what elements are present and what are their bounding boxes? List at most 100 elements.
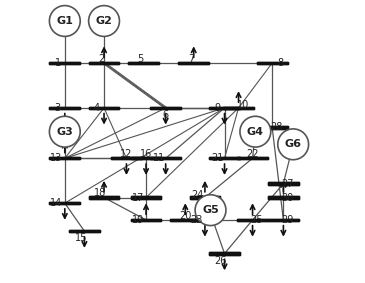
Bar <box>237 219 268 221</box>
Text: 17: 17 <box>131 192 144 203</box>
Text: 27: 27 <box>281 179 294 188</box>
Bar <box>89 196 119 199</box>
Bar <box>150 157 181 159</box>
Bar <box>150 107 181 109</box>
Text: 15: 15 <box>76 233 88 243</box>
Bar <box>131 157 161 159</box>
Bar <box>189 196 220 199</box>
Bar <box>237 219 268 221</box>
Bar <box>89 107 119 109</box>
Bar <box>131 196 161 199</box>
Bar <box>49 202 80 204</box>
Text: 24: 24 <box>192 190 204 200</box>
Bar <box>89 62 119 64</box>
Bar <box>49 107 80 109</box>
Bar <box>268 219 299 221</box>
Circle shape <box>49 6 80 37</box>
Bar <box>209 252 240 255</box>
Text: 29: 29 <box>281 215 294 225</box>
Text: G1: G1 <box>56 16 73 26</box>
Bar <box>268 196 299 199</box>
Text: 20: 20 <box>179 211 192 221</box>
Bar <box>237 157 268 159</box>
Bar <box>268 219 299 221</box>
Bar <box>268 183 299 185</box>
Bar <box>209 107 240 109</box>
Bar <box>189 219 220 221</box>
Text: 9: 9 <box>215 103 220 113</box>
Bar <box>128 62 159 64</box>
Text: 25: 25 <box>250 215 263 225</box>
Bar <box>49 202 80 204</box>
Text: 23: 23 <box>190 215 203 225</box>
Bar <box>257 127 288 128</box>
Text: G5: G5 <box>202 205 219 215</box>
Bar <box>89 107 119 109</box>
Bar <box>49 62 80 64</box>
Bar <box>223 107 254 109</box>
Bar <box>268 196 299 199</box>
Text: 3: 3 <box>55 103 61 113</box>
Bar <box>131 219 161 221</box>
Text: 6: 6 <box>163 110 169 120</box>
Text: G4: G4 <box>247 127 264 137</box>
Bar <box>268 183 299 185</box>
Text: 4: 4 <box>94 103 100 113</box>
Text: 26: 26 <box>214 256 227 265</box>
Bar <box>209 107 240 109</box>
Bar <box>89 196 119 199</box>
Bar <box>209 252 240 255</box>
Bar <box>170 219 201 221</box>
Bar <box>237 157 268 159</box>
Text: G3: G3 <box>57 127 73 137</box>
Circle shape <box>195 195 226 226</box>
Circle shape <box>89 6 119 37</box>
Bar <box>111 157 142 159</box>
Text: 5: 5 <box>137 54 143 64</box>
Bar <box>89 62 119 64</box>
Text: 13: 13 <box>50 153 62 163</box>
Text: 11: 11 <box>153 153 165 163</box>
Bar <box>131 196 161 199</box>
Text: 8: 8 <box>277 58 284 68</box>
Text: 1: 1 <box>55 58 61 68</box>
Bar <box>49 107 80 109</box>
Text: 7: 7 <box>188 54 194 64</box>
Bar <box>69 230 100 232</box>
Bar <box>189 196 220 199</box>
Bar <box>150 107 181 109</box>
Bar <box>257 62 288 64</box>
Bar <box>131 219 161 221</box>
Bar <box>49 62 80 64</box>
Bar <box>223 107 254 109</box>
Text: 14: 14 <box>50 198 62 208</box>
Text: 12: 12 <box>120 149 132 159</box>
Text: 16: 16 <box>140 149 152 159</box>
Bar <box>178 62 209 64</box>
Bar <box>257 62 288 64</box>
Circle shape <box>240 116 271 147</box>
Bar <box>49 157 80 159</box>
Text: 10: 10 <box>237 100 249 110</box>
Bar <box>69 230 100 232</box>
Circle shape <box>278 129 308 160</box>
Text: 30: 30 <box>281 192 294 203</box>
Text: 21: 21 <box>211 153 224 163</box>
Bar <box>128 62 159 64</box>
Bar <box>189 219 220 221</box>
Bar <box>150 157 181 159</box>
Bar <box>209 157 240 159</box>
Text: G2: G2 <box>96 16 112 26</box>
Bar <box>170 219 201 221</box>
Text: G6: G6 <box>285 139 302 149</box>
Text: 2: 2 <box>98 54 104 64</box>
Bar <box>111 157 142 159</box>
Circle shape <box>49 116 80 147</box>
Text: 22: 22 <box>246 149 259 159</box>
Bar <box>49 157 80 159</box>
Bar <box>209 157 240 159</box>
Text: 19: 19 <box>131 215 144 225</box>
Bar <box>178 62 209 64</box>
Text: 18: 18 <box>94 188 106 198</box>
Bar <box>131 157 161 159</box>
